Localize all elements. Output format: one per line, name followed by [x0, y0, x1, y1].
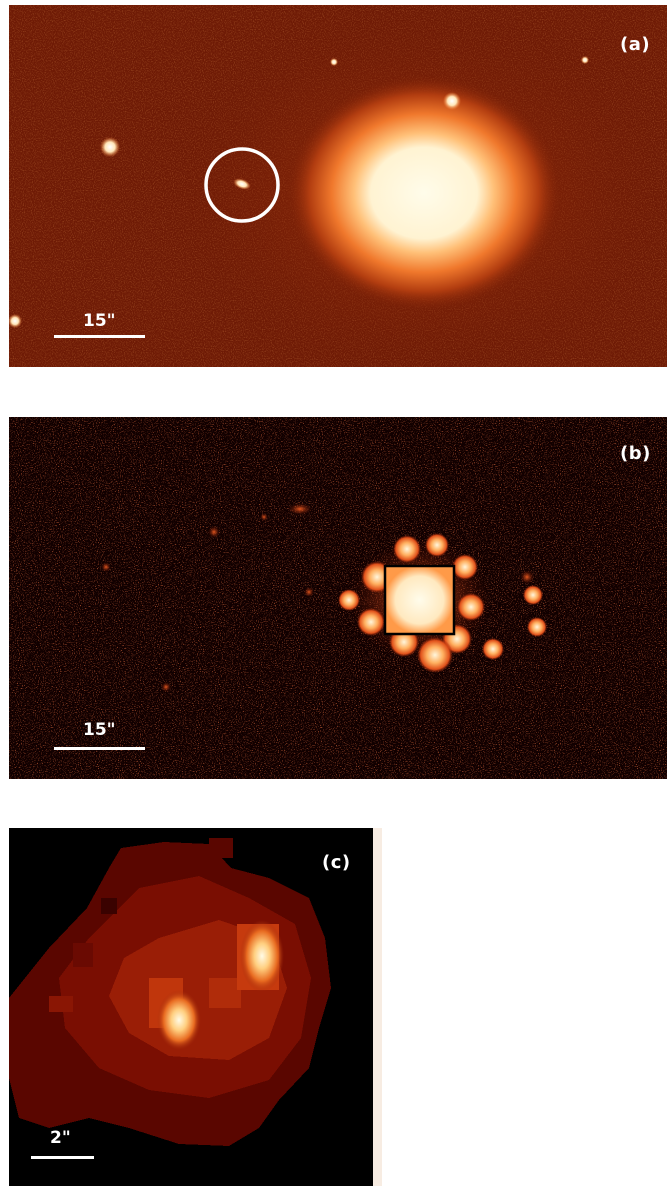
panel-c-scale-label: 2"	[50, 1128, 71, 1148]
target-circle-marker	[204, 147, 280, 223]
panel-c-image: (c) 2"	[9, 828, 373, 1186]
star-2	[100, 137, 120, 157]
bright-galaxy	[284, 73, 564, 313]
zoom-box-marker	[383, 564, 456, 636]
panel-b-scale-bar	[54, 747, 145, 750]
star-5	[581, 56, 589, 64]
panel-b-svg	[9, 417, 667, 779]
panel-a-image: (a) 15"	[9, 5, 667, 367]
panel-a-label: (a)	[620, 34, 651, 55]
target-galaxy	[233, 178, 251, 190]
panel-b-label: (b)	[620, 443, 651, 464]
panel-a-scale-bar	[54, 335, 145, 338]
star-3	[9, 314, 22, 328]
panel-a-svg	[9, 5, 667, 367]
panel-a-scale-label: 15"	[83, 311, 116, 331]
faint-knots	[101, 503, 314, 692]
panel-c-edge-strip	[373, 828, 382, 1186]
panel-c-scale-bar	[31, 1156, 94, 1159]
star-1	[443, 92, 461, 110]
bright-knot-2	[240, 920, 284, 992]
panel-c-label: (c)	[322, 852, 351, 873]
panel-c-svg	[9, 828, 373, 1186]
bright-knot-1	[157, 990, 201, 1050]
panel-b-scale-label: 15"	[83, 720, 116, 740]
star-4	[330, 58, 338, 66]
nucleus-core	[385, 566, 454, 634]
panel-b-image: (b) 15"	[9, 417, 667, 779]
